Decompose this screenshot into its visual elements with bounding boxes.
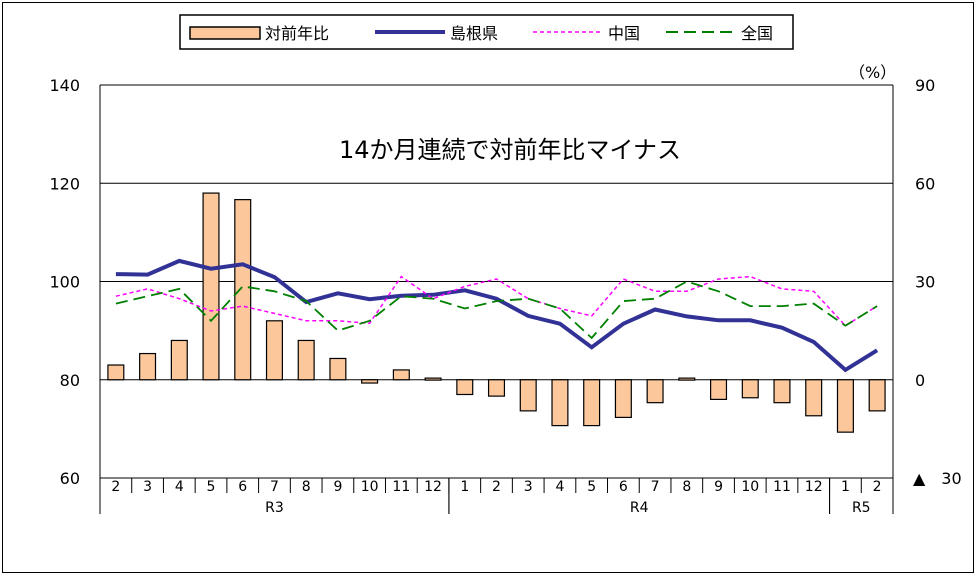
right-axis-unit: （%） xyxy=(849,63,896,82)
right-tick-label: 60 xyxy=(915,174,935,193)
bar xyxy=(868,379,886,412)
month-label: 7 xyxy=(270,479,279,495)
legend-swatch-bar xyxy=(189,26,261,40)
month-label: 4 xyxy=(555,479,564,495)
year-label: R4 xyxy=(630,500,649,516)
bar xyxy=(805,379,823,417)
bar xyxy=(551,379,569,427)
chart-svg: 対前年比 島根県 中国 全国 （%） 60 80 100 120 140 ▲ 30 0 30… xyxy=(49,14,962,516)
bar xyxy=(170,339,188,381)
bars xyxy=(107,192,886,433)
line-zenkoku xyxy=(115,280,878,340)
bar xyxy=(710,379,728,400)
bar xyxy=(265,320,283,381)
month-label: 6 xyxy=(619,479,628,495)
month-label: 2 xyxy=(492,479,501,495)
month-label: 5 xyxy=(587,479,596,495)
month-label: 3 xyxy=(143,479,152,495)
bar xyxy=(234,199,252,381)
month-label: 2 xyxy=(111,479,120,495)
bar xyxy=(329,357,347,381)
legend-label-chugoku: 中国 xyxy=(608,24,640,43)
bar xyxy=(487,379,506,397)
line-chugoku xyxy=(115,275,878,327)
legend-label-bar: 対前年比 xyxy=(265,24,329,43)
month-label: 6 xyxy=(238,479,247,495)
lines xyxy=(115,258,879,373)
month-label: 8 xyxy=(302,479,311,495)
bar xyxy=(773,379,791,404)
right-tick-label: 30 xyxy=(915,273,935,292)
bar xyxy=(646,379,664,404)
month-label: 10 xyxy=(741,479,759,495)
month-label: 12 xyxy=(805,479,823,495)
month-label: 10 xyxy=(361,479,379,495)
axes xyxy=(99,85,894,479)
left-axis-ticks: 60 80 100 120 140 xyxy=(49,76,80,488)
bar xyxy=(107,364,125,381)
month-label: 11 xyxy=(392,479,410,495)
bar xyxy=(614,379,632,419)
month-label: 9 xyxy=(333,479,342,495)
bar xyxy=(583,379,601,427)
month-label: 7 xyxy=(651,479,660,495)
bar xyxy=(139,352,157,381)
legend: 対前年比 島根県 中国 全国 xyxy=(179,14,794,50)
right-tick-label: 90 xyxy=(915,76,935,95)
bar xyxy=(297,339,315,381)
month-label: 1 xyxy=(841,479,850,495)
bar xyxy=(741,379,759,399)
right-tick-label: 0 xyxy=(915,371,925,390)
month-label: 11 xyxy=(773,479,791,495)
left-tick-label: 120 xyxy=(49,174,80,193)
line-shimane xyxy=(115,258,879,373)
year-label: R3 xyxy=(265,500,284,516)
month-label: 8 xyxy=(682,479,691,495)
month-label: 4 xyxy=(175,479,184,495)
right-tick-label: ▲ 30 xyxy=(913,469,962,488)
left-tick-label: 60 xyxy=(60,469,80,488)
month-label: 5 xyxy=(207,479,216,495)
bar xyxy=(424,377,442,381)
month-label: 12 xyxy=(424,479,442,495)
right-axis-ticks: ▲ 30 0 30 60 90 xyxy=(913,76,962,488)
month-axis: 2 3 4 5 6 7 8 9 10 11 12 1 2 3 4 5 6 7 8 9 10 11 12 1 2R3 R4 R5 xyxy=(99,478,894,516)
month-label: 2 xyxy=(873,479,882,495)
bar xyxy=(202,192,220,381)
bar xyxy=(836,379,854,433)
month-label: 1 xyxy=(460,479,469,495)
bar xyxy=(361,379,379,384)
month-label: 3 xyxy=(524,479,533,495)
month-label: 9 xyxy=(714,479,723,495)
legend-label-shimane: 島根県 xyxy=(450,24,498,43)
year-label: R5 xyxy=(852,500,871,516)
bar xyxy=(392,369,410,381)
left-tick-label: 80 xyxy=(60,371,80,390)
chart-title: 14か月連続で対前年比マイナス xyxy=(339,136,681,164)
bar xyxy=(456,379,474,396)
bar xyxy=(678,377,696,381)
left-tick-label: 140 xyxy=(49,76,80,95)
left-tick-label: 100 xyxy=(49,273,80,292)
legend-label-zenkoku: 全国 xyxy=(741,24,773,43)
bar xyxy=(519,379,537,412)
